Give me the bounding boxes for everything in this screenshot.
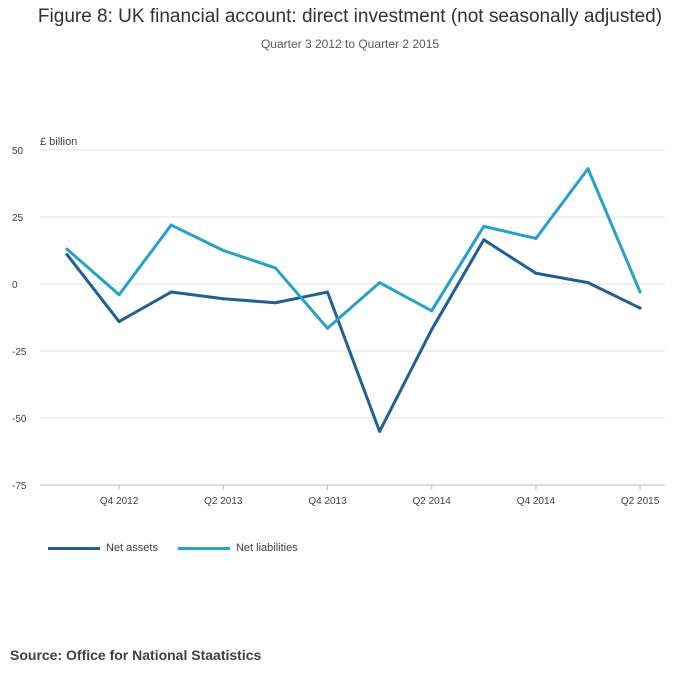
series-line-net-assets [65,238,642,433]
x-tick-label: Q2 2013 [204,496,243,507]
series-line-net-liabilities-point [378,281,382,285]
series-line-net-liabilities-point [273,266,277,270]
y-tick-label: -75 [12,481,27,492]
series-line-net-assets-point [482,238,486,242]
series-line-net-liabilities-point [638,290,642,294]
series-line-net-assets-point [430,328,434,332]
legend-label-net-assets: Net assets [106,542,158,554]
legend-swatch-net-assets [48,546,100,550]
series-line-net-liabilities-point [482,224,486,228]
legend-label-net-liabilities: Net liabilities [235,542,298,554]
y-tick-label: -25 [12,347,27,358]
y-tick-label: 25 [12,213,24,224]
series-line-net-liabilities-point [534,236,538,240]
y-tick-label: 50 [12,146,24,157]
x-tick-label: Q2 2014 [413,496,452,507]
x-tick-label: Q2 2015 [621,496,660,507]
series-line-net-liabilities-point [117,293,121,297]
legend-swatch-net-liabilities [177,546,230,550]
legend-item-net-liabilities[interactable]: Net liabilities [177,542,298,554]
series-line-net-liabilities [65,167,642,330]
x-tick-label: Q4 2014 [517,496,556,507]
legend-item-net-assets[interactable]: Net assets [48,542,158,554]
series-line-net-liabilities-point [586,167,590,171]
series-line-net-liabilities-point [326,326,329,330]
x-tick-label: Q4 2013 [308,496,347,507]
series-line-net-liabilities-point [169,223,173,227]
y-tick-label: -50 [12,414,27,425]
series-line-net-assets-point [65,253,69,257]
series-line-net-liabilities-point [430,309,434,313]
series-line-net-assets-point [638,306,642,310]
y-axis-label: £ billion [40,136,78,148]
y-tick-label: 0 [12,280,18,291]
chart-plot-area: 50 25 0 -25 -50 -75 Q4 2012 Q2 2013 Q4 2013 Q2 20… [12,146,665,507]
series-line-net-assets-point [534,271,538,275]
series-line-net-assets-point [117,320,121,324]
source-note: Source: Office for National Staatistics [10,647,262,663]
series-line-net-assets-point [378,429,382,433]
series-line-net-assets-point [169,290,173,294]
series-line-net-liabilities-point [221,249,225,252]
series-line-net-liabilities-point [65,247,69,251]
series-line-net-assets-point [221,297,225,301]
chart-title: Figure 8: UK financial account: direct i… [37,6,663,27]
series-line-net-assets-point [326,290,329,294]
chart-legend: Net assets Net liabilities [48,542,318,554]
chart-subtitle: Quarter 3 2012 to Quarter 2 2015 [260,37,440,51]
series-line-net-assets-point [586,281,590,285]
series-line-net-assets-point [273,301,277,305]
x-tick-label: Q4 2012 [100,496,139,507]
